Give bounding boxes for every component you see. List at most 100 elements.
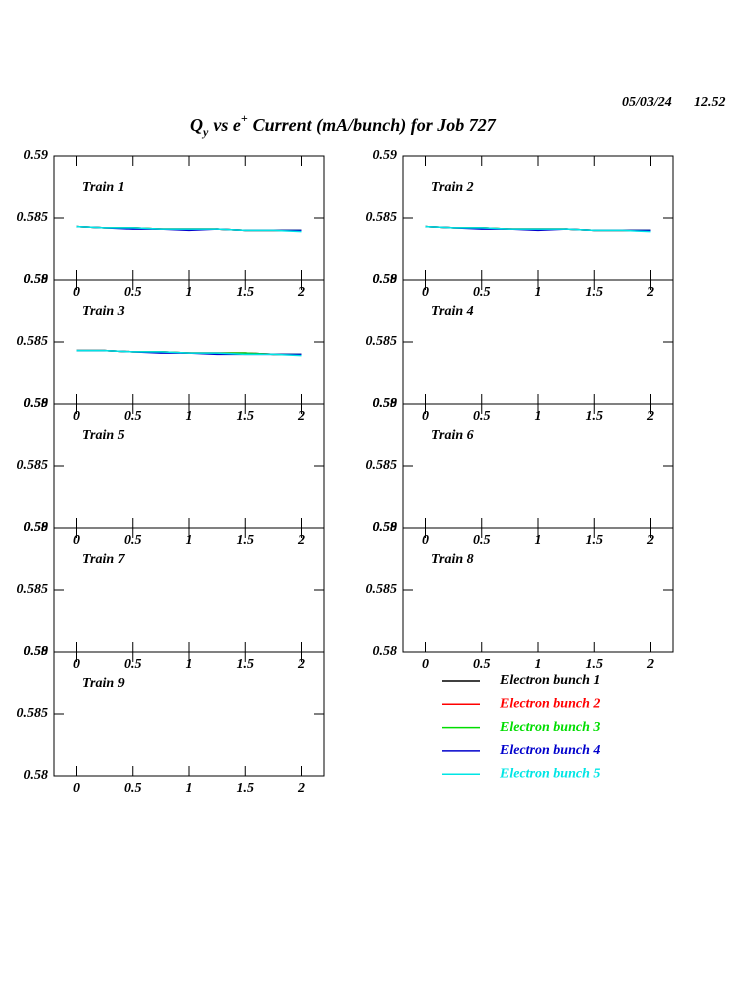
y-tick-label: 0.58 [373, 644, 398, 659]
figure-title: Qy vs e+ Current (mA/bunch) for Job 727 [190, 111, 497, 139]
x-tick-label: 1.5 [237, 533, 255, 548]
x-tick-label: 0 [73, 533, 80, 548]
panel-title: Train 8 [431, 552, 474, 567]
x-tick-label: 0 [73, 657, 80, 672]
x-tick-label: 1 [186, 533, 193, 548]
panel-title: Train 6 [431, 428, 474, 443]
y-tick-label: 0.585 [366, 334, 398, 349]
x-tick-label: 0.5 [124, 781, 142, 796]
x-tick-label: 0 [73, 781, 80, 796]
x-tick-label: 0.5 [473, 285, 491, 300]
x-tick-label: 1 [186, 409, 193, 424]
x-tick-label: 2 [297, 409, 305, 424]
x-tick-label: 1 [186, 781, 193, 796]
x-tick-label: 1 [535, 657, 542, 672]
x-tick-label: 0 [73, 285, 80, 300]
x-tick-label: 0 [422, 285, 429, 300]
x-tick-label: 1 [535, 285, 542, 300]
x-tick-label: 2 [297, 657, 305, 672]
y-tick-label: 0.585 [366, 210, 398, 225]
x-tick-label: 2 [646, 533, 654, 548]
y-tick-label: 0.59 [24, 520, 49, 535]
x-tick-label: 1.5 [586, 285, 604, 300]
x-tick-label: 1.5 [237, 781, 255, 796]
plot-frame [53, 155, 325, 281]
y-tick-label: 0.585 [17, 334, 49, 349]
y-tick-label: 0.58 [373, 520, 398, 535]
x-tick-label: 1.5 [586, 533, 604, 548]
y-tick-label: 0.585 [17, 706, 49, 721]
x-tick-label: 1.5 [237, 657, 255, 672]
data-line [76, 349, 302, 357]
data-line [76, 225, 302, 233]
time: 12.52 [694, 95, 726, 110]
x-tick-label: 2 [646, 409, 654, 424]
y-tick-label: 0.59 [373, 148, 398, 163]
title-part: + [241, 111, 248, 125]
x-tick-label: 2 [297, 285, 305, 300]
x-tick-label: 0.5 [473, 657, 491, 672]
x-tick-label: 1 [186, 657, 193, 672]
legend-label: Electron bunch 1 [499, 673, 600, 688]
y-tick-label: 0.59 [24, 272, 49, 287]
x-tick-label: 1 [535, 533, 542, 548]
data-line [425, 225, 651, 233]
plot-frame [402, 155, 674, 281]
y-tick-label: 0.59 [24, 644, 49, 659]
x-tick-label: 2 [646, 285, 654, 300]
panel-title: Train 5 [82, 428, 125, 443]
y-tick-label: 0.585 [366, 458, 398, 473]
y-tick-label: 0.585 [17, 210, 49, 225]
y-tick-label: 0.585 [17, 458, 49, 473]
y-tick-label: 0.585 [17, 582, 49, 597]
y-tick-label: 0.58 [24, 396, 49, 411]
y-tick-label: 0.59 [24, 148, 49, 163]
x-tick-label: 0.5 [124, 409, 142, 424]
x-tick-label: 0 [422, 409, 429, 424]
y-tick-label: 0.59 [373, 396, 398, 411]
title-part: Q [190, 115, 203, 135]
y-tick-label: 0.58 [373, 272, 398, 287]
y-tick-label: 0.59 [373, 520, 398, 535]
panel-title: Train 4 [431, 304, 474, 319]
x-tick-label: 0 [422, 657, 429, 672]
legend-label: Electron bunch 3 [499, 720, 600, 735]
panel-title: Train 1 [82, 180, 125, 195]
y-tick-label: 0.585 [366, 582, 398, 597]
x-tick-label: 0.5 [124, 533, 142, 548]
x-tick-label: 2 [297, 533, 305, 548]
legend-label: Electron bunch 5 [499, 766, 600, 781]
y-tick-label: 0.58 [24, 520, 49, 535]
x-tick-label: 0.5 [124, 285, 142, 300]
y-tick-label: 0.59 [373, 272, 398, 287]
x-tick-label: 0.5 [473, 533, 491, 548]
y-tick-label: 0.58 [24, 644, 49, 659]
x-tick-label: 1.5 [237, 285, 255, 300]
panel-title: Train 7 [82, 552, 126, 567]
panel-title: Train 9 [82, 676, 125, 691]
panel-title: Train 3 [82, 304, 125, 319]
x-tick-label: 0.5 [473, 409, 491, 424]
title-part: Current (mA/bunch) for Job 727 [253, 115, 497, 136]
x-tick-label: 1.5 [586, 657, 604, 672]
x-tick-label: 0 [73, 409, 80, 424]
legend-label: Electron bunch 4 [499, 743, 600, 758]
x-tick-label: 2 [646, 657, 654, 672]
x-tick-label: 1 [186, 285, 193, 300]
x-tick-label: 1.5 [237, 409, 255, 424]
y-tick-label: 0.58 [373, 396, 398, 411]
x-tick-label: 2 [297, 781, 305, 796]
y-tick-label: 0.58 [24, 272, 49, 287]
y-tick-label: 0.58 [24, 768, 49, 783]
date: 05/03/24 [622, 95, 672, 110]
x-tick-label: 0.5 [124, 657, 142, 672]
legend-label: Electron bunch 2 [499, 697, 600, 712]
x-tick-label: 1 [535, 409, 542, 424]
title-part: y [201, 125, 209, 139]
title-part: vs e [213, 115, 240, 135]
panel-title: Train 2 [431, 180, 474, 195]
x-tick-label: 1.5 [586, 409, 604, 424]
x-tick-label: 0 [422, 533, 429, 548]
y-tick-label: 0.59 [24, 396, 49, 411]
